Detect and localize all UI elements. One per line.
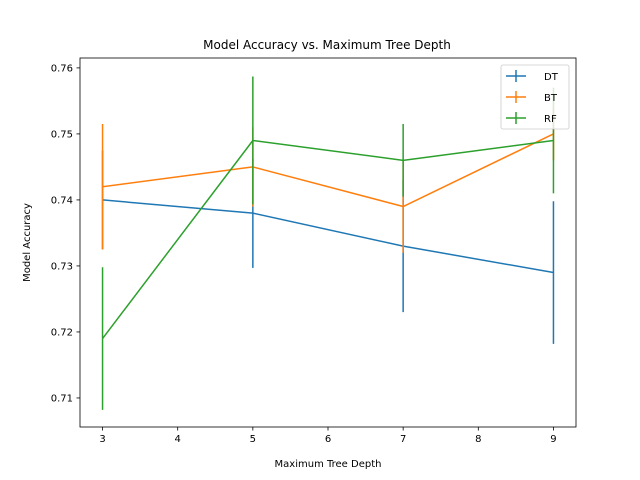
x-axis-label: Maximum Tree Depth [275,459,382,470]
legend-item-rf: RF [506,112,557,125]
x-tick-label: 8 [475,434,481,445]
x-tick-label: 7 [400,434,406,445]
y-tick-label: 0.72 [51,327,73,338]
y-tick-label: 0.71 [51,393,73,404]
x-tick-label: 6 [325,434,331,445]
legend-box [500,64,570,130]
y-tick-label: 0.76 [51,63,73,74]
legend: DT BT RF [500,64,570,130]
y-tick-label: 0.73 [51,261,73,272]
legend-label: DT [544,72,559,83]
chart-title: Model Accuracy vs. Maximum Tree Depth [203,38,451,52]
y-axis: 0.71 0.72 0.73 0.74 0.75 0.76 [51,63,80,404]
legend-item-bt: BT [506,91,558,104]
legend-label: RF [544,114,557,125]
y-tick-label: 0.75 [51,129,73,140]
series-bt [101,107,555,253]
y-tick-label: 0.74 [51,195,73,206]
x-tick-label: 9 [550,434,556,445]
x-tick-label: 5 [250,434,256,445]
series-line-rf [101,139,554,340]
y-axis-label: Model Accuracy [22,203,33,282]
series-line-dt [102,199,554,274]
plot-area [101,76,555,410]
x-tick-label: 4 [175,434,181,445]
x-axis: 3 4 5 6 7 8 9 [99,427,557,445]
series-dt [101,150,555,344]
x-tick-label: 3 [99,434,105,445]
series-line-bt [102,133,554,208]
legend-label: BT [544,93,558,104]
legend-item-dt: DT [506,70,559,83]
series-rf [101,76,555,410]
